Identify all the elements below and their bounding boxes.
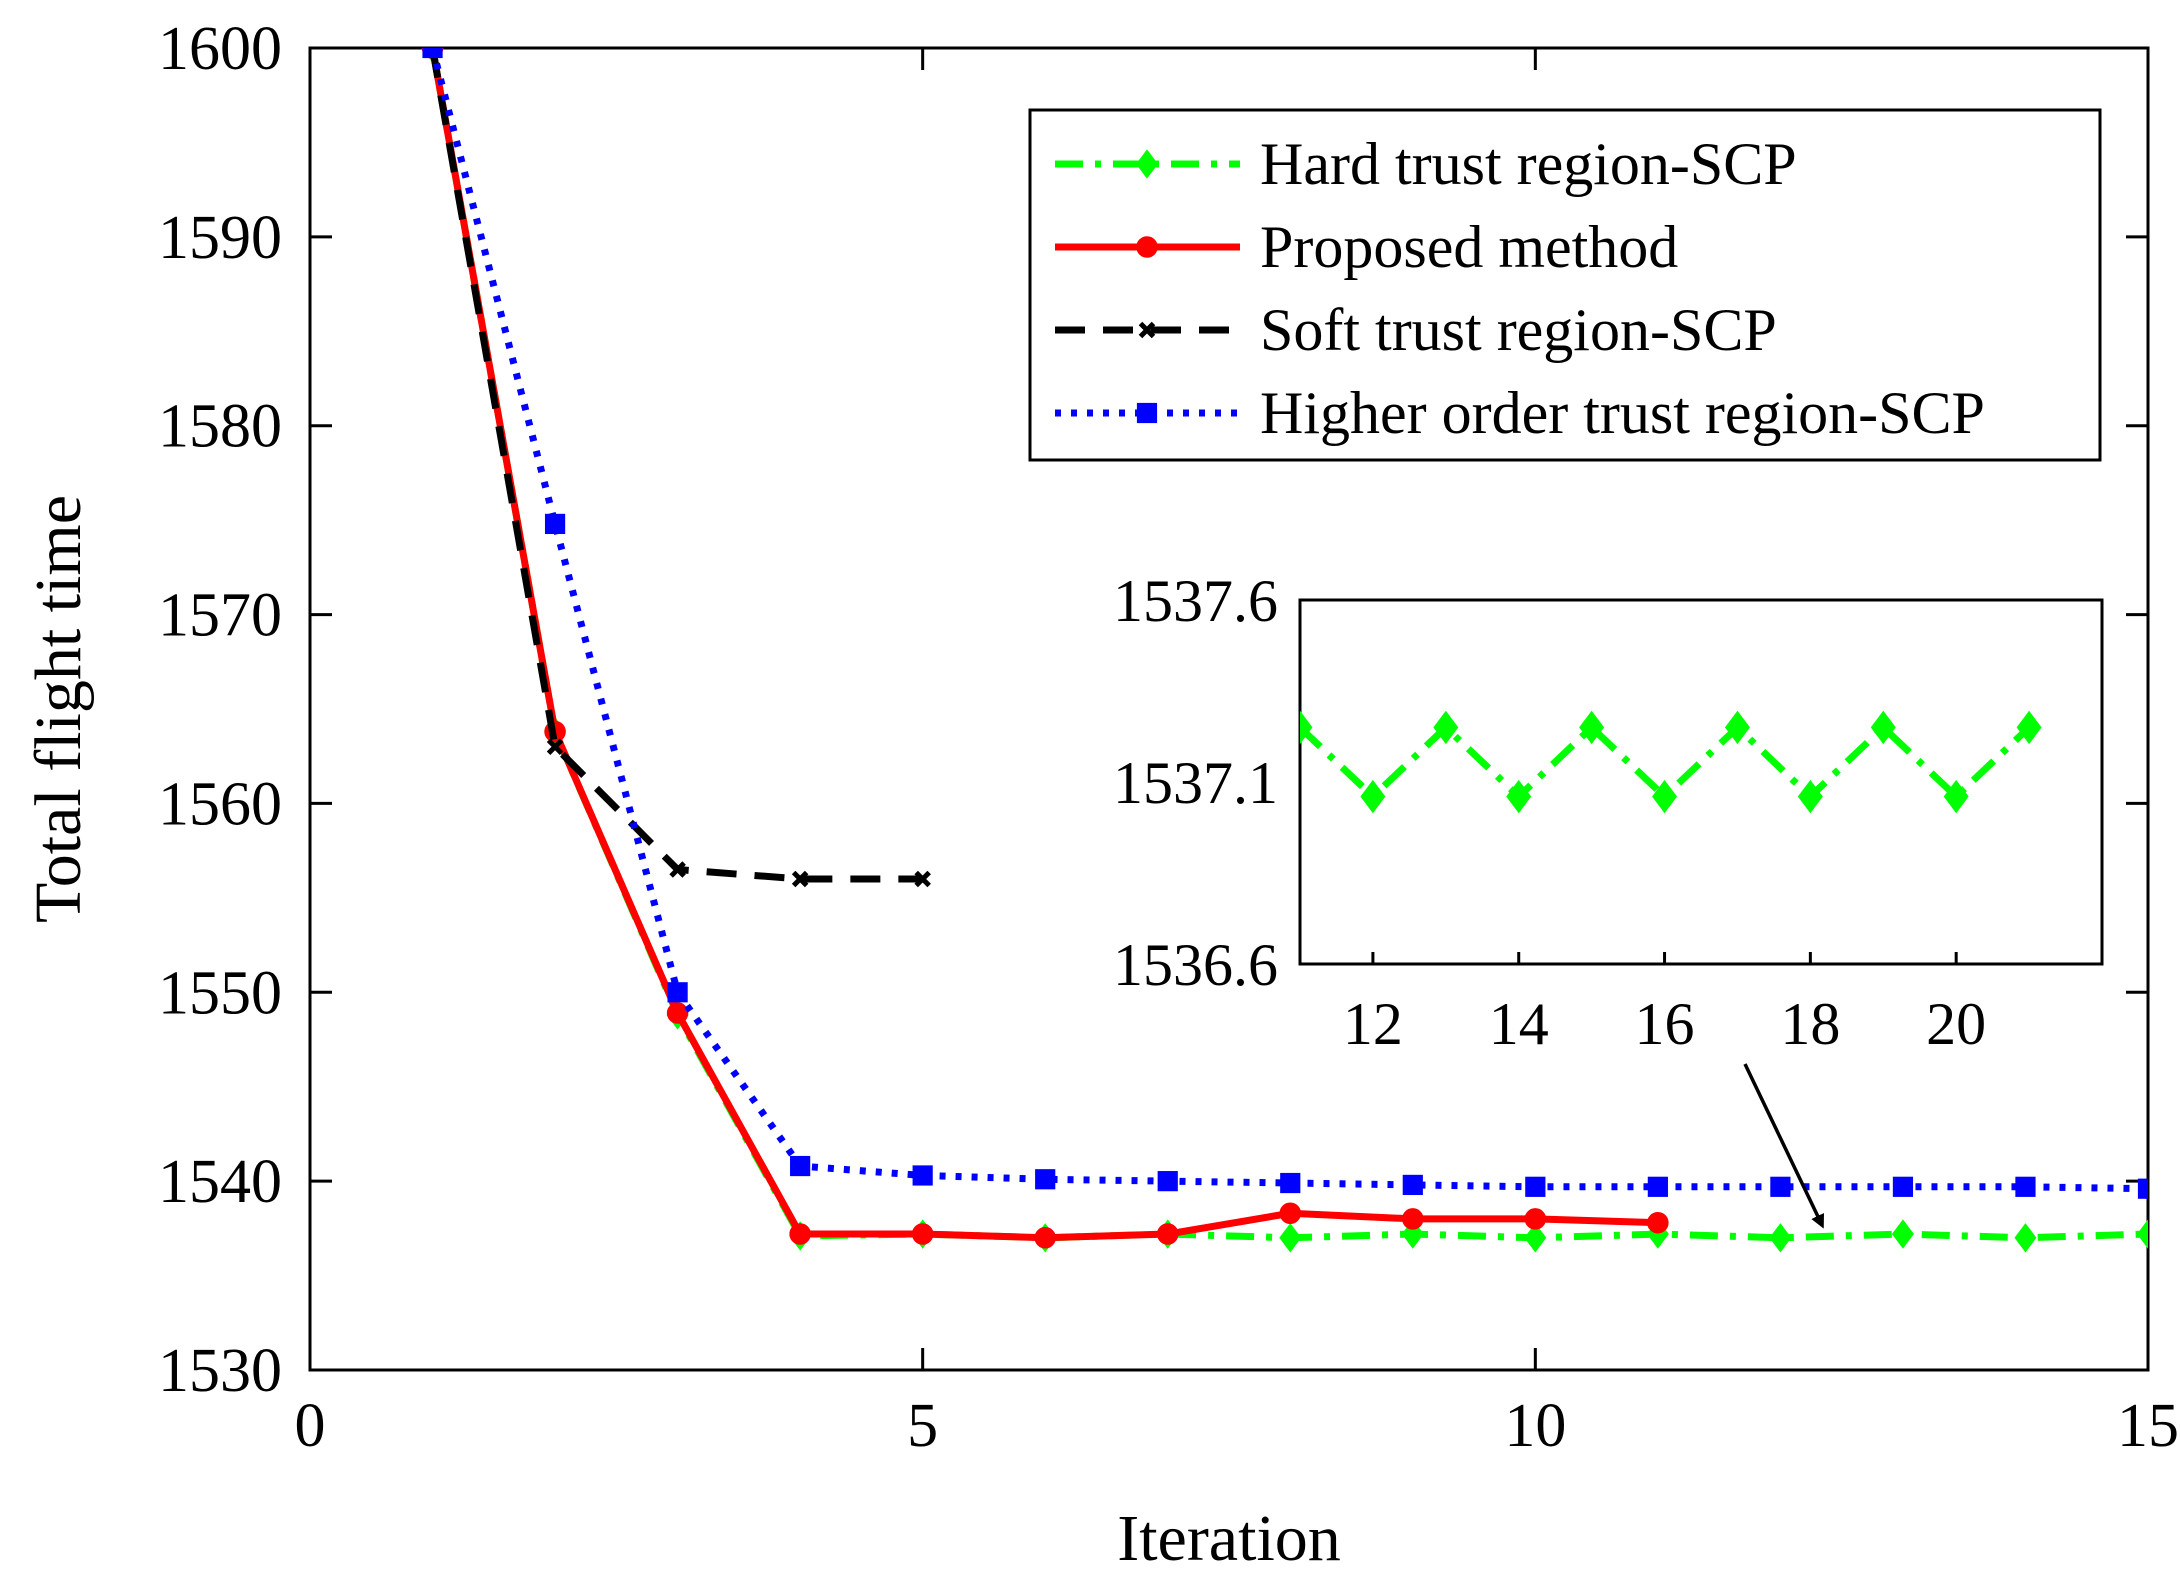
data-point bbox=[2015, 1176, 2036, 1197]
inset-series-0 bbox=[1300, 710, 2042, 814]
series-3 bbox=[422, 48, 2148, 1199]
legend-marker bbox=[1136, 236, 1158, 258]
data-point bbox=[1402, 1208, 1424, 1230]
y-axis-title: Total flight time bbox=[22, 495, 95, 923]
data-point bbox=[1647, 1176, 1668, 1197]
y-tick-label: 1590 bbox=[158, 204, 282, 272]
data-point bbox=[1035, 1169, 1056, 1190]
data-point bbox=[666, 1002, 689, 1024]
inset-data-point bbox=[1870, 710, 1896, 745]
data-point bbox=[914, 870, 931, 888]
legend-entry: Hard trust region-SCP bbox=[1055, 131, 1797, 197]
legend-entry: Proposed method bbox=[1055, 214, 1678, 280]
inset-x-tick-label: 18 bbox=[1780, 991, 1840, 1057]
inset-y-tick-label: 1537.1 bbox=[1113, 750, 1278, 816]
y-tick-label: 1570 bbox=[158, 582, 282, 650]
data-point bbox=[667, 982, 688, 1003]
data-point bbox=[422, 48, 443, 59]
inset-data-point bbox=[1433, 710, 1459, 745]
x-tick-label: 10 bbox=[1504, 1392, 1566, 1460]
zoom-arrow bbox=[1743, 1063, 1825, 1229]
x-tick-label: 15 bbox=[2117, 1392, 2179, 1460]
data-point bbox=[912, 1165, 933, 1186]
inset-data-point bbox=[1652, 779, 1678, 814]
legend-entry: Higher order trust region-SCP bbox=[1055, 380, 1985, 446]
main-plot: 0 5 10 15 1530 1540 1550 1560 1570 1580 1590 1600 I… bbox=[22, 15, 2179, 1575]
data-point bbox=[1647, 1211, 1669, 1234]
legend-label: Proposed method bbox=[1260, 214, 1678, 280]
data-point bbox=[1279, 1223, 1302, 1253]
inset-x-tick-label: 20 bbox=[1926, 991, 1986, 1057]
legend-entry: Soft trust region-SCP bbox=[1055, 297, 1777, 363]
inset-plot-frame bbox=[1298, 598, 2104, 966]
series-2 bbox=[424, 48, 931, 888]
y-tick-label: 1550 bbox=[158, 959, 282, 1027]
legend-marker bbox=[1138, 321, 1156, 339]
data-point bbox=[1034, 1227, 1056, 1249]
inset-data-point bbox=[1360, 779, 1386, 814]
legend-label: Hard trust region-SCP bbox=[1260, 131, 1797, 197]
data-point bbox=[1891, 1219, 1914, 1249]
y-tick-label: 1540 bbox=[158, 1148, 282, 1216]
inset-y-tick-label: 1536.6 bbox=[1113, 932, 1278, 998]
data-point bbox=[1770, 1176, 1791, 1197]
inset-x-tick-label: 14 bbox=[1489, 991, 1549, 1057]
data-point bbox=[1156, 1223, 1179, 1245]
inset-y-tick-label: 1537.6 bbox=[1113, 568, 1278, 634]
legend-marker bbox=[1136, 402, 1158, 424]
y-tick-label: 1600 bbox=[158, 15, 282, 83]
x-tick-label: 0 bbox=[295, 1392, 326, 1460]
data-point bbox=[789, 1223, 811, 1245]
inset-data-point bbox=[2016, 710, 2042, 745]
main-ticks: 0 5 10 15 1530 1540 1550 1560 1570 1580 1590 1600 bbox=[158, 15, 2179, 1460]
inset-series bbox=[1300, 710, 2042, 814]
data-point bbox=[1524, 1223, 1547, 1253]
data-point bbox=[2137, 1219, 2148, 1249]
y-tick-label: 1560 bbox=[158, 770, 282, 838]
y-tick-label: 1530 bbox=[158, 1337, 282, 1405]
inset-x-tick-label: 12 bbox=[1343, 991, 1403, 1057]
data-point bbox=[1280, 1172, 1301, 1194]
data-point bbox=[544, 513, 566, 535]
inset-data-point bbox=[1506, 779, 1532, 814]
data-point bbox=[546, 738, 564, 756]
inset-series-line bbox=[1300, 723, 2032, 801]
legend-box bbox=[1028, 108, 2102, 462]
data-point bbox=[669, 861, 686, 878]
legend: Hard trust region-SCP Proposed method Soft… bbox=[1028, 108, 2102, 462]
legend-marker bbox=[1136, 149, 1158, 179]
data-point bbox=[1769, 1223, 1792, 1253]
x-tick-label: 5 bbox=[907, 1392, 938, 1460]
inset-data-point bbox=[1943, 779, 1969, 814]
legend-label: Soft trust region-SCP bbox=[1260, 297, 1777, 363]
legend-label: Higher order trust region-SCP bbox=[1260, 380, 1985, 446]
data-point bbox=[1892, 1176, 1914, 1197]
data-point bbox=[911, 1223, 934, 1245]
inset-plot: 12 14 16 18 20 1536.6 1537.1 1537.6 bbox=[1113, 568, 2104, 1057]
data-point bbox=[2014, 1223, 2037, 1253]
data-point bbox=[1402, 1174, 1423, 1196]
main-plot-frame bbox=[308, 46, 2150, 1372]
inset-data-point bbox=[1797, 779, 1823, 814]
inset-x-tick-label: 16 bbox=[1635, 991, 1695, 1057]
data-point bbox=[1279, 1202, 1302, 1224]
data-point bbox=[791, 870, 809, 888]
inset-data-point bbox=[1300, 710, 1313, 745]
main-series bbox=[421, 48, 2148, 1253]
data-point bbox=[790, 1155, 811, 1177]
data-point bbox=[1524, 1208, 1547, 1230]
inset-data-point bbox=[1579, 710, 1605, 745]
inset-data-point bbox=[1724, 710, 1750, 745]
data-point bbox=[1157, 1171, 1178, 1192]
y-tick-label: 1580 bbox=[158, 393, 282, 461]
inset-ticks: 12 14 16 18 20 1536.6 1537.1 1537.6 bbox=[1113, 568, 1986, 1057]
data-point bbox=[2137, 1178, 2148, 1199]
x-axis-title: Iteration bbox=[1117, 1502, 1341, 1575]
data-point bbox=[1525, 1176, 1546, 1197]
